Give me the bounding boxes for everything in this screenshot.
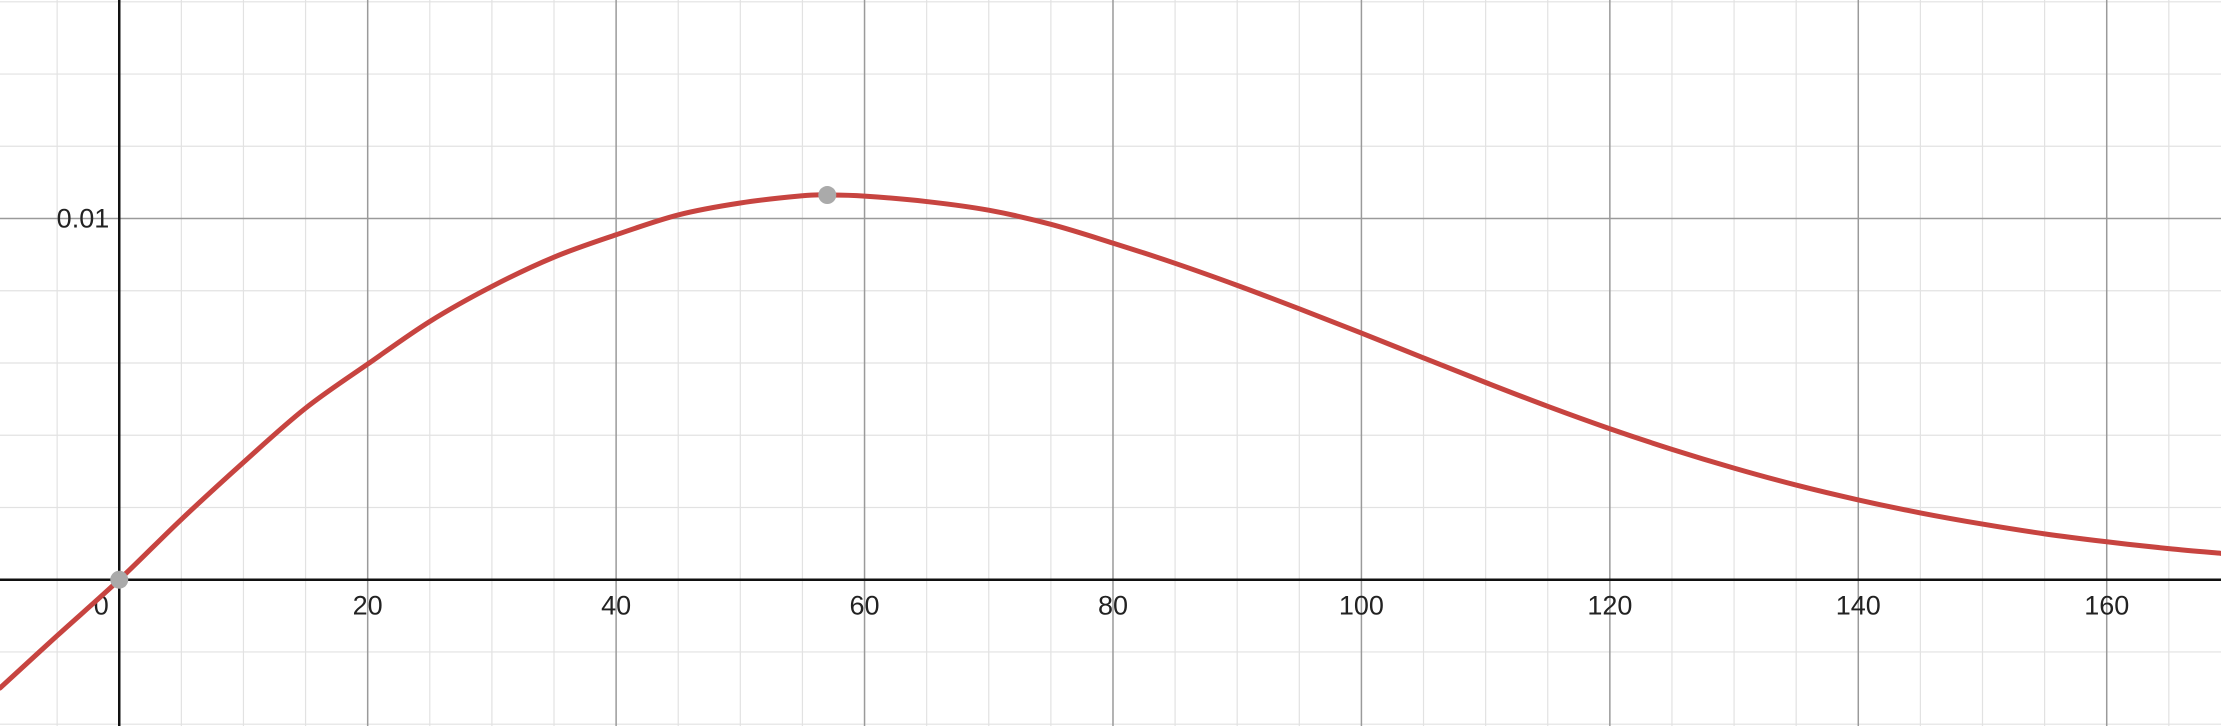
x-tick-label: 120 [1587,591,1632,621]
x-tick-label: 60 [850,591,880,621]
x-tick-label: 100 [1339,591,1384,621]
origin-point[interactable] [110,570,129,589]
x-tick-label: 160 [2084,591,2129,621]
y-tick-label: 0.01 [57,204,110,234]
x-tick-label: 140 [1836,591,1881,621]
maximum-point[interactable] [818,186,837,205]
x-tick-label: 80 [1098,591,1128,621]
points [110,186,837,589]
series-curve[interactable] [0,192,2221,691]
curves [0,192,2221,691]
x-tick-label: 20 [353,591,383,621]
x-tick-label: 40 [601,591,631,621]
